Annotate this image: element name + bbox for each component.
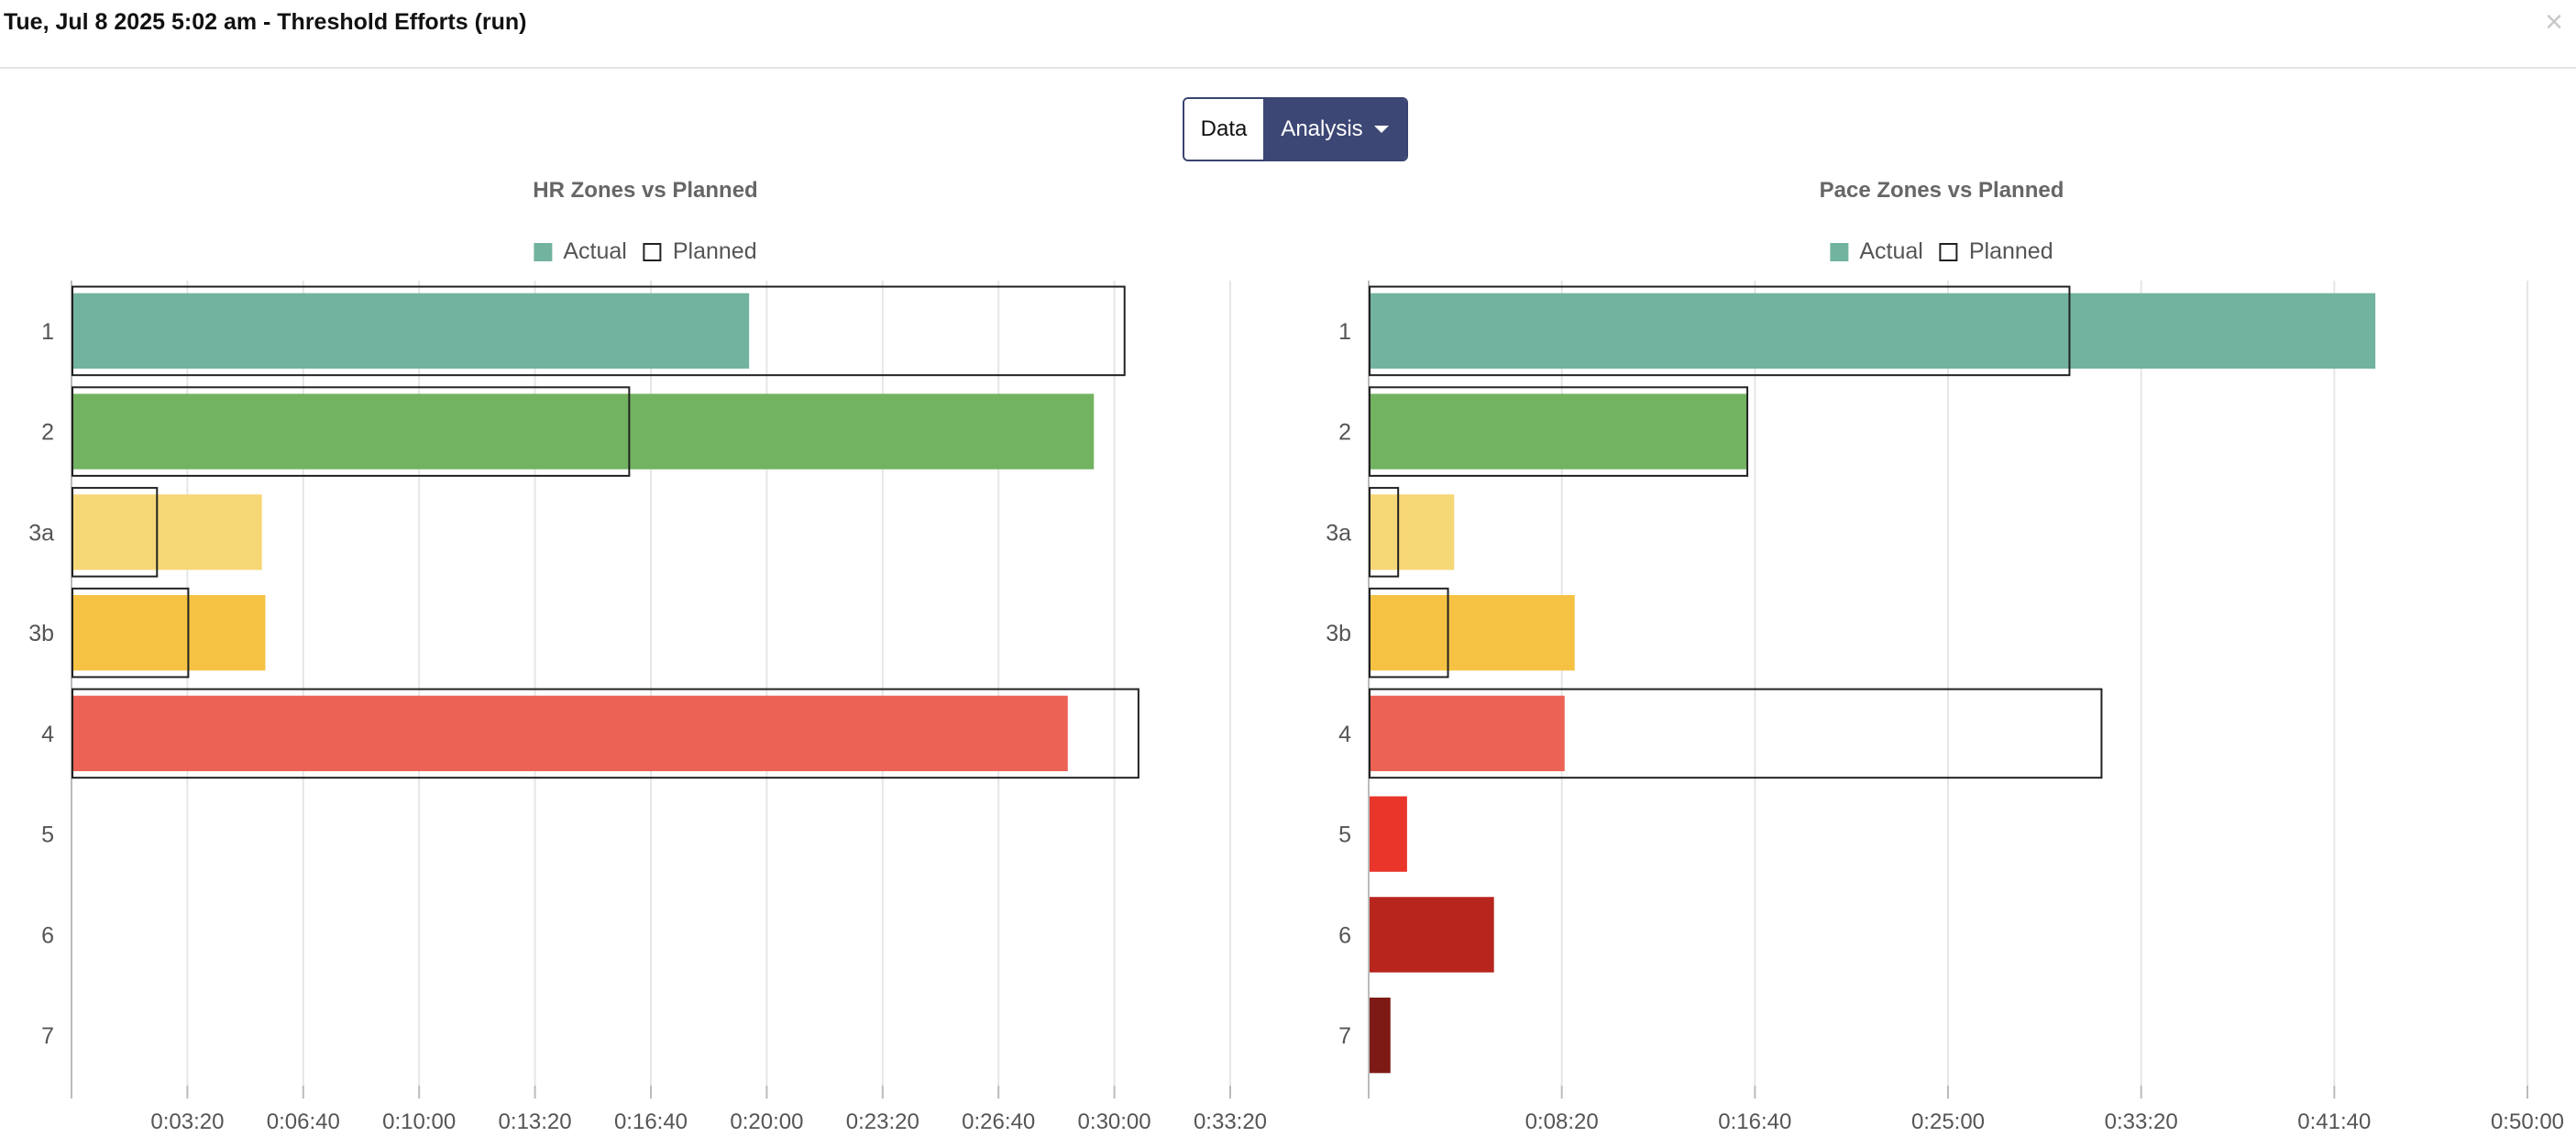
- hr-planned-bar-zone-3a[interactable]: [72, 487, 159, 578]
- hr-legend-actual-label: Actual: [563, 238, 627, 264]
- pace-actual-bar-zone-3a[interactable]: [1370, 494, 1455, 570]
- hr-x-tick-label: 0:26:40: [962, 1109, 1035, 1134]
- hr-actual-bar-zone-3b[interactable]: [72, 594, 266, 671]
- pace-planned-bar-zone-2[interactable]: [1369, 386, 1749, 477]
- pace-actual-bar-zone-5[interactable]: [1370, 796, 1407, 872]
- pace-actual-bar-zone-2[interactable]: [1370, 393, 1748, 469]
- pace-planned-bar-zone-1[interactable]: [1369, 285, 2071, 377]
- actual-swatch-icon: [534, 242, 553, 261]
- pace-y-category-label: 3a: [1326, 520, 1351, 546]
- pace-x-tick-label: 0:41:40: [2297, 1109, 2371, 1134]
- pace-planned-bar-zone-3b[interactable]: [1369, 587, 1449, 679]
- pace-planned-bar-zone-4[interactable]: [1369, 688, 2103, 779]
- data-tab-label: Data: [1200, 116, 1248, 141]
- hr-x-tick-label: 0:16:40: [614, 1109, 688, 1134]
- hr-y-category-label: 1: [41, 319, 54, 345]
- pace-actual-bar-zone-7[interactable]: [1370, 997, 1391, 1074]
- pace-actual-bar-zone-1[interactable]: [1370, 293, 2376, 370]
- hr-planned-bar-zone-3b[interactable]: [72, 587, 190, 679]
- hr-actual-bar-zone-1[interactable]: [72, 293, 750, 370]
- pace-legend-planned[interactable]: Planned: [1939, 238, 2053, 265]
- pace-chart-legend: Actual Planned: [1822, 238, 2061, 265]
- pace-y-category-label: 4: [1338, 722, 1351, 747]
- hr-legend-planned[interactable]: Planned: [643, 238, 757, 265]
- hr-legend-planned-label: Planned: [672, 238, 757, 264]
- hr-x-tick-label: 0:23:20: [846, 1109, 919, 1134]
- hr-x-tick-label: 0:10:00: [382, 1109, 456, 1134]
- pace-y-category-label: 6: [1338, 922, 1351, 948]
- pace-legend-actual[interactable]: Actual: [1830, 238, 1923, 265]
- view-toggle: Data Analysis: [1183, 97, 1408, 161]
- caret-down-icon: [1373, 126, 1389, 133]
- pace-x-tick-label: 0:16:40: [1718, 1109, 1791, 1134]
- hr-y-category-label: 4: [41, 722, 54, 747]
- modal-header: Tue, Jul 8 2025 5:02 am - Threshold Effo…: [0, 0, 2576, 69]
- hr-y-category-label: 6: [41, 922, 54, 948]
- planned-swatch-icon: [643, 242, 662, 261]
- pace-y-category-label: 2: [1338, 420, 1351, 446]
- pace-planned-bar-zone-3a[interactable]: [1369, 487, 1400, 578]
- pace-x-tick-label: 0:50:00: [2491, 1109, 2564, 1134]
- hr-chart-legend: Actual Planned: [525, 238, 765, 265]
- close-icon[interactable]: ×: [2545, 5, 2563, 39]
- hr-y-category-label: 7: [41, 1023, 54, 1049]
- pace-actual-bar-zone-4[interactable]: [1370, 695, 1565, 772]
- pace-y-category-label: 3b: [1326, 621, 1351, 646]
- pace-x-tick-label: 0:25:00: [1911, 1109, 1985, 1134]
- hr-planned-bar-zone-1[interactable]: [72, 285, 1126, 377]
- activity-title: Tue, Jul 8 2025 5:02 am - Threshold Effo…: [4, 9, 527, 35]
- hr-x-tick-label: 0:20:00: [730, 1109, 803, 1134]
- pace-x-tick-label: 0:08:20: [1525, 1109, 1599, 1134]
- hr-actual-bar-zone-4[interactable]: [72, 695, 1068, 772]
- actual-swatch-icon: [1830, 242, 1849, 261]
- hr-y-category-label: 3a: [28, 520, 54, 546]
- pace-actual-bar-zone-3b[interactable]: [1370, 594, 1575, 671]
- hr-y-category-label: 3b: [28, 621, 54, 646]
- pace-x-tick-label: 0:33:20: [2105, 1109, 2178, 1134]
- hr-x-tick-label: 0:13:20: [499, 1109, 572, 1134]
- pace-y-category-label: 7: [1338, 1023, 1351, 1049]
- pace-y-category-label: 1: [1338, 319, 1351, 345]
- pace-legend-planned-label: Planned: [1968, 238, 2053, 264]
- pace-legend-actual-label: Actual: [1859, 238, 1923, 264]
- hr-actual-bar-zone-2[interactable]: [72, 393, 1095, 469]
- hr-planned-bar-zone-2[interactable]: [72, 386, 631, 477]
- hr-legend-actual[interactable]: Actual: [534, 238, 627, 265]
- data-tab-button[interactable]: Data: [1184, 99, 1263, 160]
- hr-x-tick-label: 0:06:40: [267, 1109, 340, 1134]
- hr-y-category-label: 2: [41, 420, 54, 446]
- pace-chart-title: Pace Zones vs Planned: [1819, 178, 2064, 203]
- planned-swatch-icon: [1939, 242, 1958, 261]
- pace-y-category-label: 5: [1338, 822, 1351, 848]
- analysis-tab-label: Analysis: [1281, 116, 1363, 141]
- analysis-dropdown-button[interactable]: Analysis: [1263, 99, 1406, 160]
- pace-actual-bar-zone-6[interactable]: [1370, 897, 1494, 973]
- hr-planned-bar-zone-4[interactable]: [72, 688, 1139, 779]
- hr-x-tick-label: 0:33:20: [1194, 1109, 1267, 1134]
- hr-y-category-label: 5: [41, 822, 54, 848]
- hr-chart-title: HR Zones vs Planned: [533, 178, 758, 203]
- hr-x-tick-label: 0:30:00: [1078, 1109, 1151, 1134]
- hr-x-tick-label: 0:03:20: [150, 1109, 224, 1134]
- hr-actual-bar-zone-3a[interactable]: [72, 494, 262, 570]
